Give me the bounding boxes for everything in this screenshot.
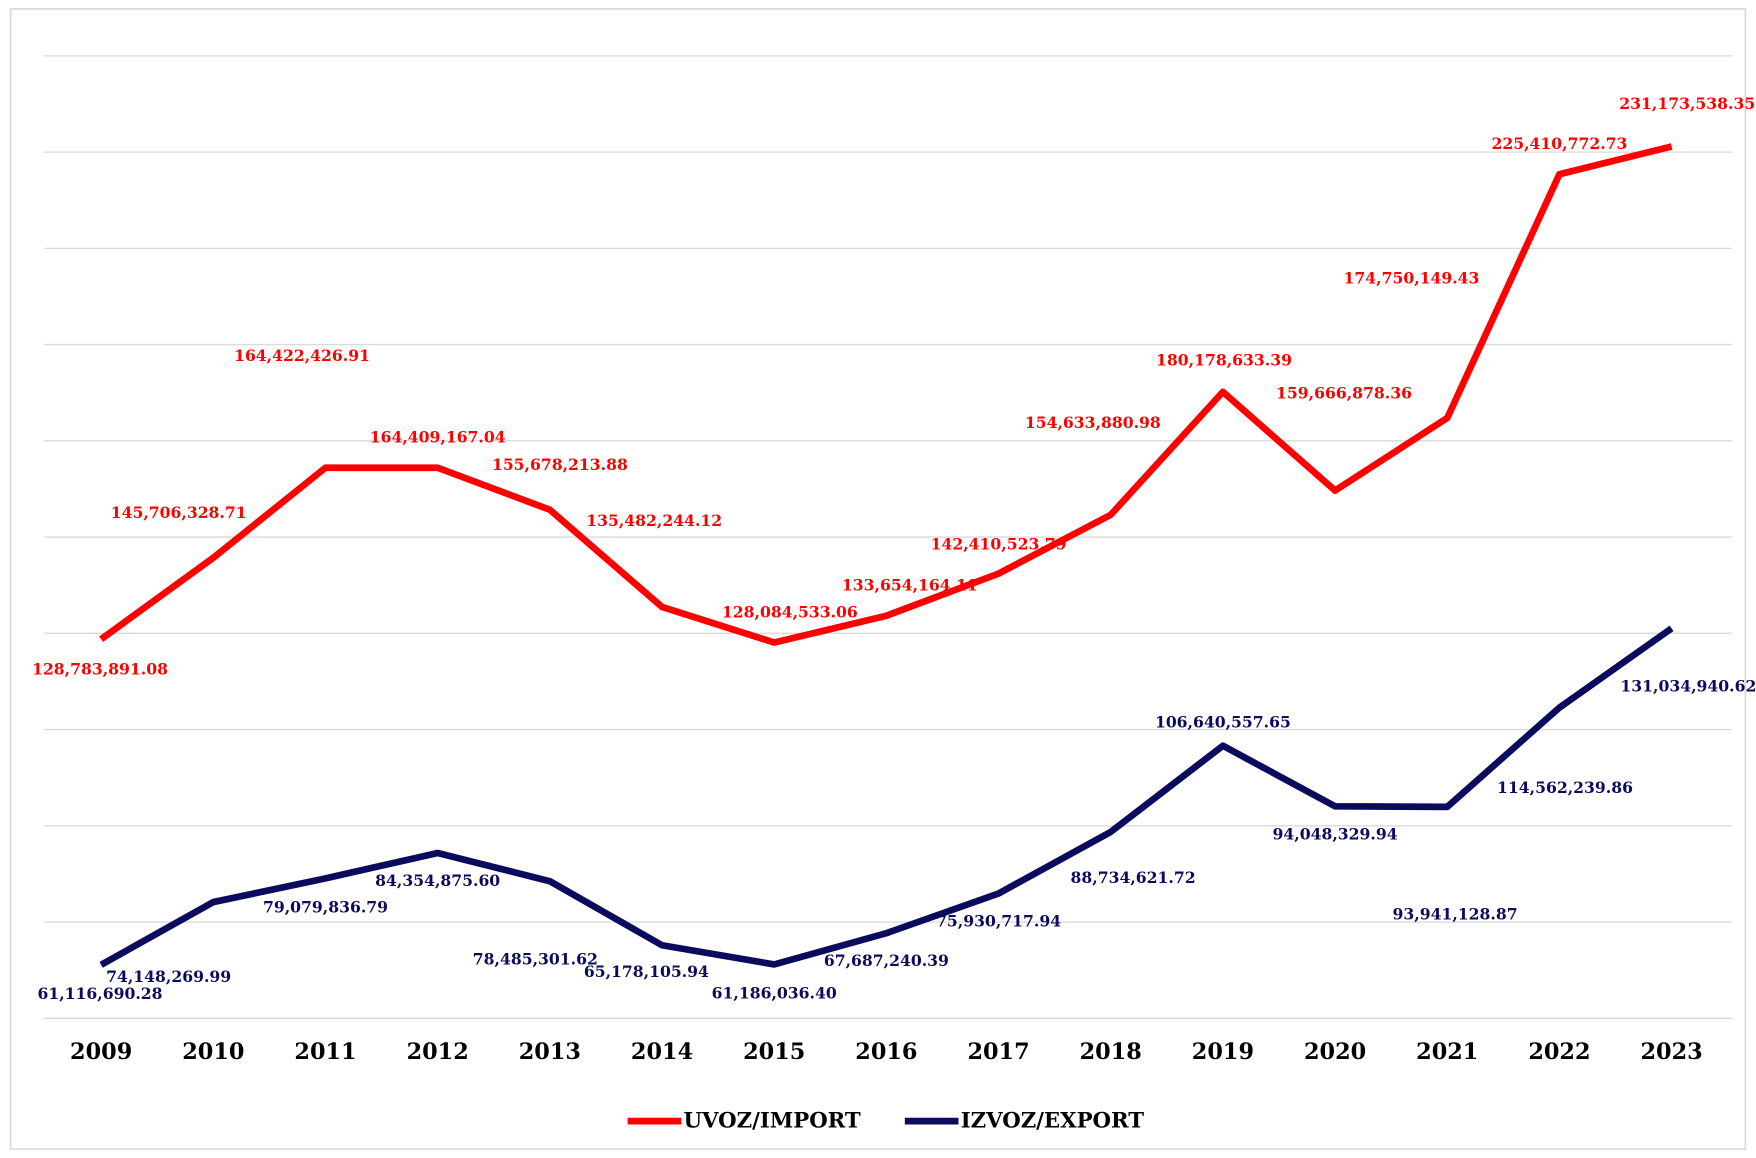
data-label: 128,783,891.08 [32,659,168,678]
data-label: 78,485,301.62 [473,950,598,969]
data-label: 79,079,836.79 [263,898,388,917]
data-label: 94,048,329.94 [1273,824,1398,843]
x-tick-label: 2017 [967,1039,1029,1065]
legend-label: IZVOZ/EXPORT [961,1109,1145,1134]
data-label: 93,941,128.87 [1393,904,1518,923]
data-label: 155,678,213.88 [492,455,628,474]
series-line [99,625,1674,968]
x-tick-label: 2009 [70,1039,132,1065]
data-label: 154,633,880.98 [1025,413,1161,432]
data-label: 88,734,621.72 [1071,868,1196,887]
data-label: 133,654,164.11 [842,576,978,595]
x-tick-label: 2012 [407,1039,469,1065]
data-label: 145,706,328.71 [111,503,247,522]
data-label: 131,034,940.62 [1620,677,1756,696]
data-label: 61,116,690.28 [38,984,163,1003]
data-label: 164,422,426.91 [234,346,370,365]
series-line [99,143,1673,646]
data-label: 61,186,036.40 [712,984,837,1003]
data-label: 128,084,533.06 [722,602,858,621]
data-label: 67,687,240.39 [824,951,949,970]
data-label: 142,410,523.79 [931,535,1067,554]
data-label: 174,750,149.43 [1344,268,1480,287]
legend-label: UVOZ/IMPORT [684,1109,861,1134]
x-tick-label: 2021 [1416,1039,1478,1065]
data-label: 65,178,105.94 [584,962,709,981]
data-label: 75,930,717.94 [936,912,1061,931]
data-label: 135,482,244.12 [586,511,722,530]
x-tick-label: 2013 [519,1039,581,1065]
x-tick-label: 2022 [1528,1039,1590,1065]
data-label: 159,666,878.36 [1276,383,1412,402]
x-tick-label: 2023 [1641,1039,1703,1065]
x-tick-label: 2019 [1192,1039,1254,1065]
data-label: 164,409,167.04 [370,428,506,447]
data-label: 225,410,772.73 [1491,134,1627,153]
data-label: 114,562,239.86 [1497,778,1633,797]
x-tick-label: 2011 [294,1039,356,1065]
x-tick-label: 2015 [743,1039,805,1065]
data-label: 231,173,538.35 [1619,94,1755,113]
x-tick-label: 2020 [1304,1039,1366,1065]
x-tick-label: 2016 [855,1039,917,1065]
x-tick-label: 2018 [1080,1039,1142,1065]
chart-border [9,8,1747,1150]
x-tick-label: 2014 [631,1039,693,1065]
data-label: 84,354,875.60 [375,871,500,890]
data-label: 180,178,633.39 [1156,351,1292,370]
data-label: 106,640,557.65 [1155,712,1291,731]
data-label: 74,148,269.99 [106,967,231,986]
x-tick-label: 2010 [182,1039,244,1065]
